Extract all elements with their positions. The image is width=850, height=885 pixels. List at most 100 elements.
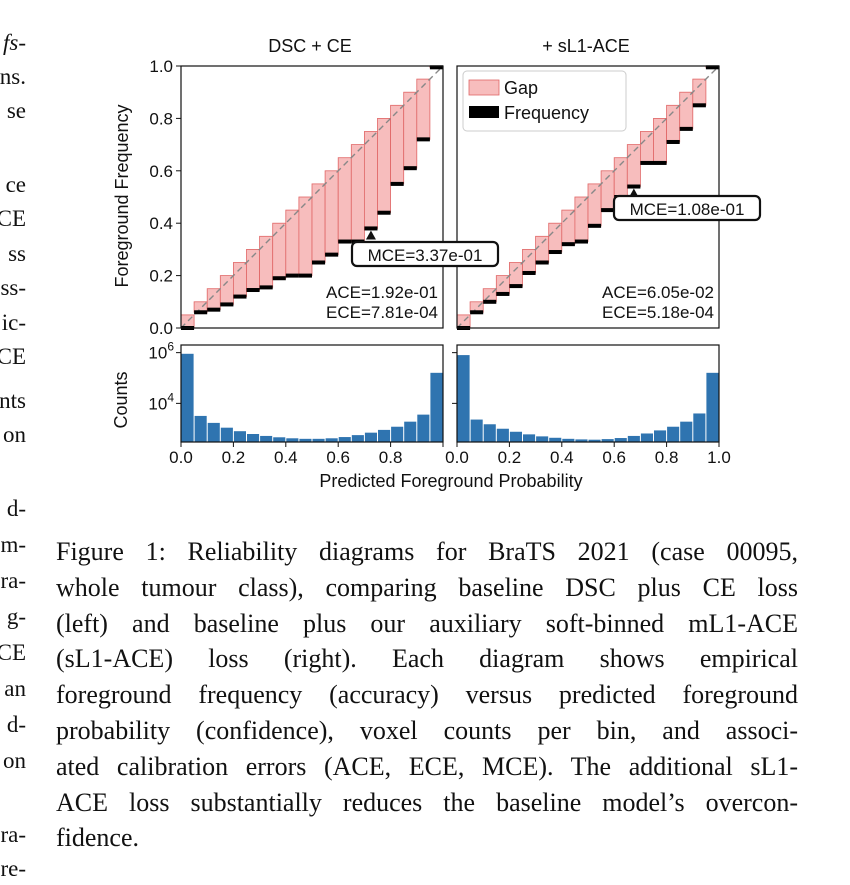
ace-label: ACE=1.92e-01 [326,283,438,302]
caption-line: foreground frequency (accuracy) versus p… [56,680,798,710]
count-bar [509,431,522,442]
x-tick-label: 0.6 [602,448,626,467]
frequency-bar [220,302,234,307]
count-bar [549,437,562,442]
count-bar [430,372,443,442]
frequency-bar [601,208,615,213]
count-bar [457,355,470,442]
count-bar [220,427,233,442]
y-tick-label: 0.6 [149,162,173,181]
frequency-bar [574,239,588,244]
frequency-bar [325,252,339,257]
y-tick-label: 0.8 [149,109,173,128]
reliability-figure: DSC + CE + sL1-ACE Foreground Frequency … [111,36,762,491]
left-fragment: m- [0,532,26,557]
caption-line: ACE loss substantially reduces the basel… [56,787,798,817]
caption-line: probability (confidence), voxel counts p… [56,715,798,745]
x-tick-label: 0.0 [169,448,193,467]
frequency-bar [416,137,430,142]
y-tick-label: 1.0 [149,57,173,76]
gap-bar [535,235,550,263]
caption-line: whole tumour class), comparing baseline … [56,572,798,602]
perfect-calibration-line [456,65,720,329]
gap-bar [324,170,339,256]
count-bar [654,430,667,442]
frequency-bar [653,160,667,165]
x-tick-label: 0.8 [379,448,403,467]
histogram-frame [456,344,720,443]
panel-title-right: + sL1-ACE [542,36,630,56]
count-bar [627,435,640,442]
count-bar [312,438,325,442]
frequency-bar [364,226,378,231]
y-axis-label-counts: Counts [111,371,131,428]
left-fragment: CE [0,640,26,665]
frequency-bar [496,291,510,296]
ece-label: ECE=7.81e-04 [326,303,438,322]
caption-line: (left) and baseline plus our auxiliary s… [56,608,798,638]
frequency-bar [338,239,352,244]
frequency-bar [390,181,404,186]
count-bar [207,422,220,442]
gap-bar [416,78,431,140]
left-fragment: an [4,676,26,701]
x-tick-label: 0.0 [445,448,469,467]
gap-bar [337,157,352,242]
caption-line: (sL1-ACE) loss (right). Each diagram sho… [56,644,798,674]
legend-swatch-frequency [469,106,499,118]
legend-box [462,70,627,132]
frequency-bar [535,260,549,265]
count-bar [706,372,719,442]
mce-box [350,240,500,268]
frequency-bar [679,126,693,131]
gap-bar [363,131,378,229]
perfect-calibration-line [180,65,444,329]
reliability-panel-left: 0.0 0.2 0.4 0.6 0.8 1.0 ACE=1.92e-01ECE=7.81e-… [149,57,444,467]
y-axis-label-frequency: Foreground Frequency [112,104,132,287]
count-bar [233,431,246,442]
plot-frame [180,65,444,329]
left-fragment: ra- [0,568,26,593]
gap-bar [403,91,418,169]
left-fragment: ic- [1,310,26,335]
x-tick-label: 0.2 [222,448,246,467]
count-bar [536,436,549,442]
count-bar [391,426,404,442]
y-tick-label: 0.0 [149,319,173,338]
count-bar [364,432,377,442]
frequency-bar [403,166,417,171]
count-bar [588,439,601,442]
frequency-bar [470,310,484,315]
frequency-bar [233,294,247,299]
count-bar [667,426,680,442]
count-bar [299,438,312,442]
gap-bar [640,131,654,164]
legend-label-frequency: Frequency [504,103,589,123]
count-bar [181,353,194,442]
x-tick-label: 1.0 [707,448,731,467]
histogram-frame [180,344,444,443]
frequency-bar [627,184,641,189]
count-bar [483,424,496,442]
left-fragment: nts [0,388,26,413]
left-fragment: ns. [0,64,26,89]
left-fragment: ra- [0,822,26,847]
count-bar [693,413,706,442]
count-bar [417,414,430,442]
x-tick-label: 0.2 [498,448,522,467]
frequency-bar [588,223,602,228]
frequency-bar [285,273,299,278]
count-bar [194,415,207,442]
frequency-bar [692,103,706,108]
gap-bar [692,78,707,106]
frequency-bar [509,284,523,289]
legend-label-gap: Gap [504,78,538,98]
left-fragment: ss- [0,275,26,300]
left-fragment: se [6,98,26,123]
gap-bar [285,209,300,277]
count-y-tick-label: 106 [148,340,174,363]
left-fragment: ce [5,172,26,197]
gap-bar [259,235,274,288]
left-fragment: d- [6,496,26,521]
figure-caption: Figure 1: Reliability diagrams for BraTS… [56,534,798,856]
